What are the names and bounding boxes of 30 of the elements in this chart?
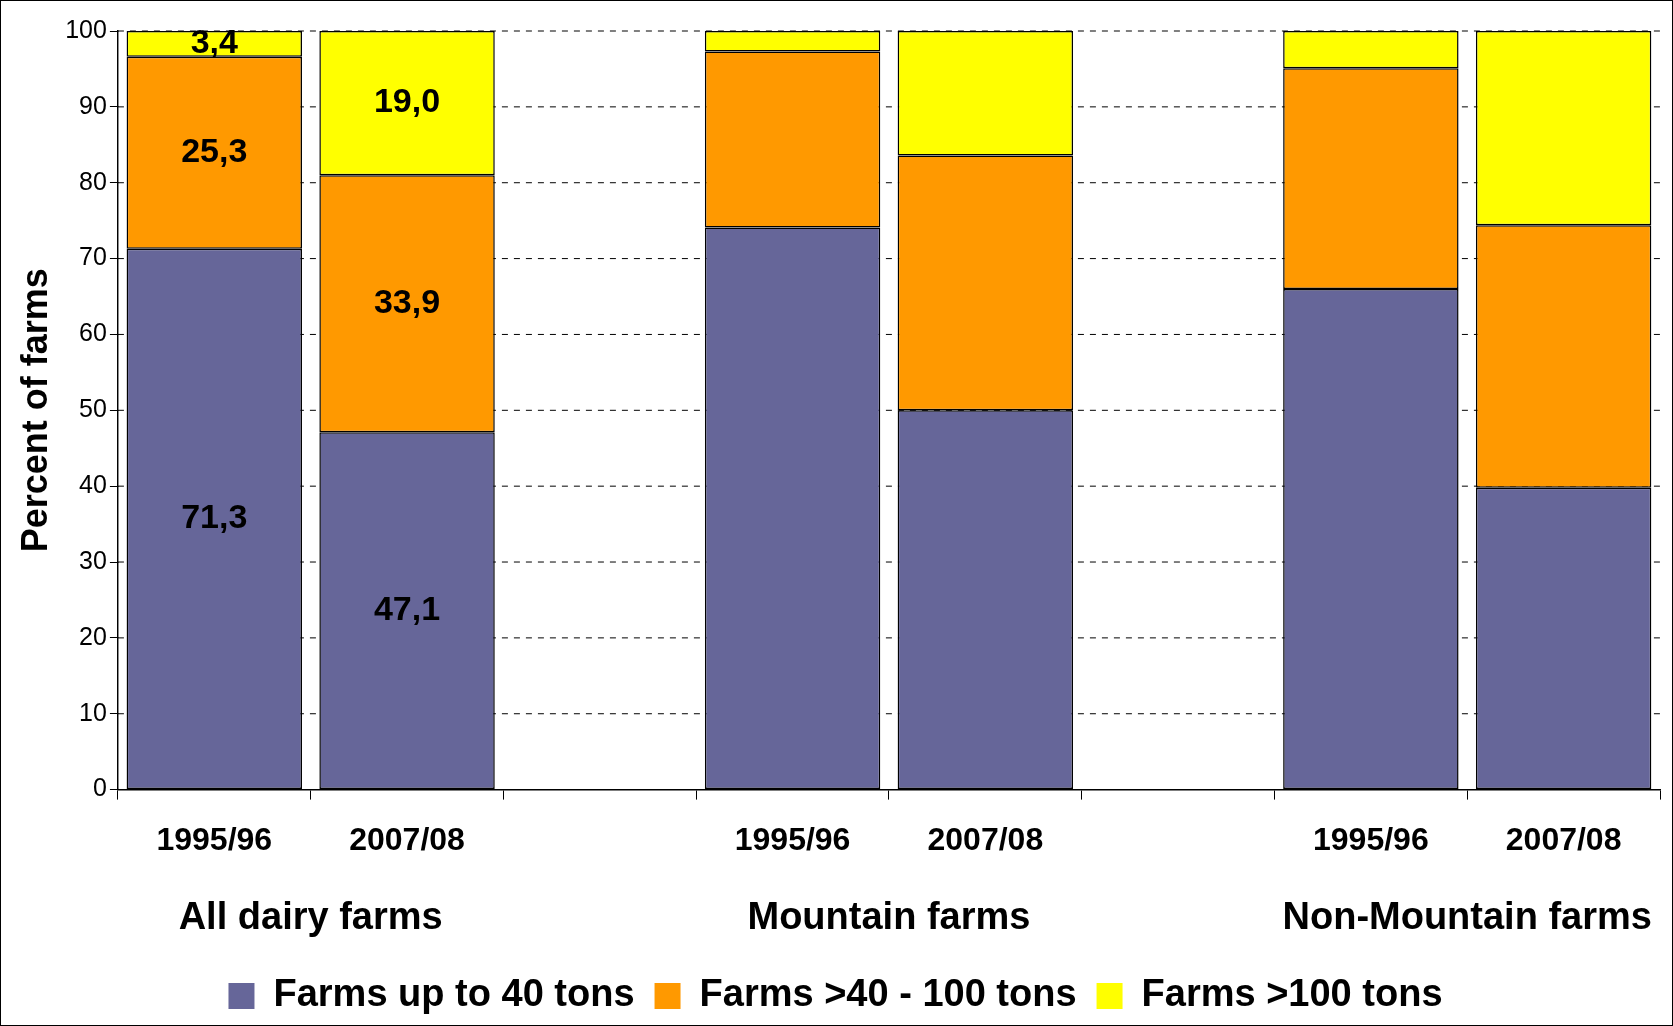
y-tick-label: 30 — [79, 545, 107, 574]
y-tick-label: 20 — [79, 621, 107, 650]
y-tick-label: 70 — [79, 242, 107, 271]
x-tick-label: 1995/96 — [1313, 820, 1429, 857]
data-label: 25,3 — [181, 131, 248, 170]
y-tick-label: 90 — [79, 90, 107, 119]
x-tick-label: 2007/08 — [927, 820, 1044, 857]
text: Mountain farms — [747, 895, 1031, 938]
y-tick-label: 60 — [79, 318, 107, 347]
data-label: 19,0 — [373, 81, 441, 120]
text: Non-Mountain farms — [1282, 895, 1652, 938]
data-label: 47,1 — [373, 589, 441, 628]
data-label: 33,9 — [373, 282, 441, 321]
text: All dairy farms — [178, 895, 443, 938]
x-tick-label: 2007/08 — [1505, 820, 1622, 857]
legend-label: Farms >100 tons — [1141, 972, 1443, 1015]
data-label: 3,4 — [190, 22, 239, 61]
y-tick-label: 40 — [79, 470, 107, 499]
y-tick-label: 80 — [79, 166, 107, 195]
x-tick-label: 1995/96 — [156, 820, 273, 857]
legend-label: Farms up to 40 tons — [273, 972, 635, 1015]
x-tick-label: 1995/96 — [734, 820, 851, 857]
y-axis-title: Percent of farms — [13, 268, 55, 553]
y-tick-label: 10 — [79, 697, 107, 726]
legend-label: Farms >40 - 100 tons — [699, 972, 1077, 1015]
x-tick-label: 2007/08 — [349, 820, 465, 857]
y-tick-label: 100 — [65, 14, 107, 43]
y-tick-label: 0 — [93, 773, 107, 802]
data-label: 71,3 — [181, 497, 248, 536]
y-tick-label: 50 — [79, 394, 107, 423]
